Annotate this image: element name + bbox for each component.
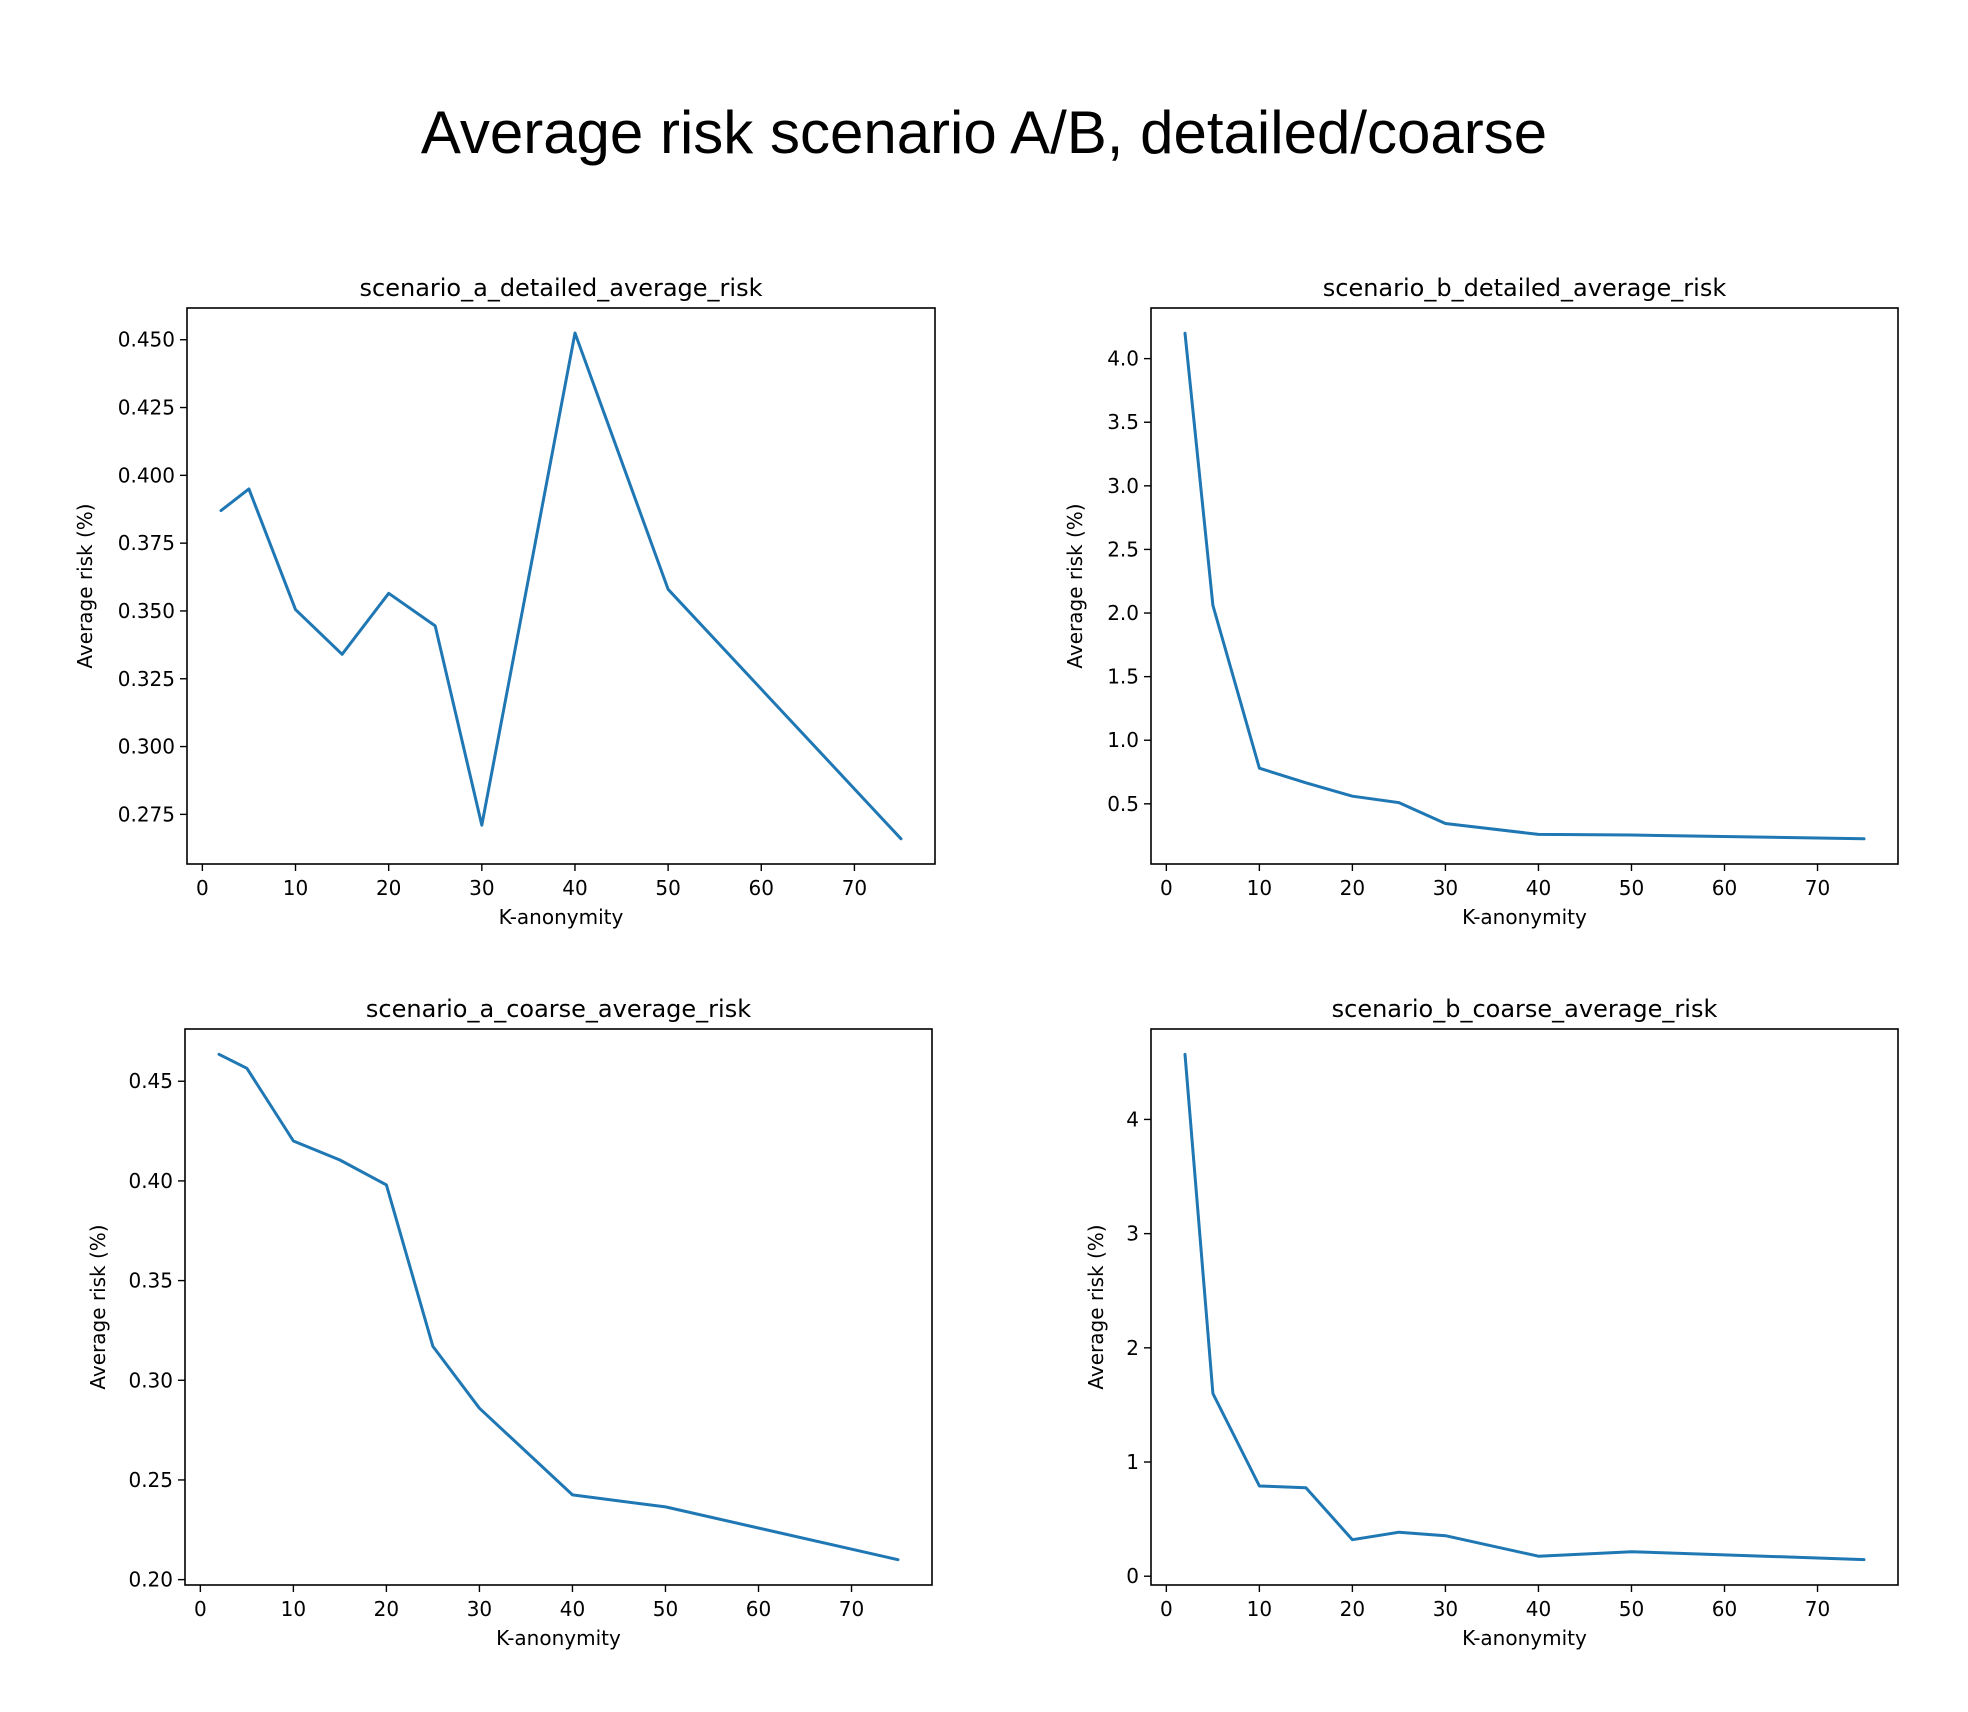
x-tick-label: 30 xyxy=(1433,876,1458,900)
y-tick-label: 4 xyxy=(1126,1107,1139,1131)
x-tick-label: 10 xyxy=(283,876,308,900)
y-tick-label: 0 xyxy=(1126,1564,1139,1588)
y-axis-label: Average risk (%) xyxy=(73,503,97,668)
x-tick-label: 50 xyxy=(1619,1597,1644,1621)
y-tick-label: 0.5 xyxy=(1107,792,1139,816)
x-tick-label: 30 xyxy=(1433,1597,1458,1621)
x-tick-label: 40 xyxy=(1526,1597,1551,1621)
y-axis-label: Average risk (%) xyxy=(1084,1224,1108,1389)
series-line xyxy=(217,1052,900,1562)
y-tick-label: 0.400 xyxy=(118,463,175,487)
x-tick-label: 0 xyxy=(196,876,209,900)
y-tick-label: 0.450 xyxy=(118,328,175,352)
x-tick-label: 50 xyxy=(1619,876,1644,900)
y-tick-label: 0.35 xyxy=(128,1269,173,1293)
y-tick-label: 0.375 xyxy=(118,531,175,555)
y-tick-label: 1.5 xyxy=(1107,665,1139,689)
x-tick-label: 20 xyxy=(374,1597,399,1621)
x-tick-label: 10 xyxy=(1247,876,1272,900)
y-tick-label: 1.0 xyxy=(1107,728,1139,752)
series-line xyxy=(219,331,903,841)
y-tick-label: 4.0 xyxy=(1107,347,1139,371)
y-tick-label: 0.350 xyxy=(118,599,175,623)
subplot-title: scenario_a_detailed_average_risk xyxy=(360,274,763,302)
x-axis-label: K-anonymity xyxy=(1462,1626,1587,1650)
y-tick-label: 0.325 xyxy=(118,667,175,691)
x-tick-label: 70 xyxy=(1805,1597,1830,1621)
y-tick-label: 0.425 xyxy=(118,396,175,420)
x-tick-label: 70 xyxy=(839,1597,864,1621)
y-tick-label: 3.5 xyxy=(1107,410,1139,434)
x-tick-label: 50 xyxy=(655,876,680,900)
subplot-title: scenario_b_detailed_average_risk xyxy=(1323,274,1727,302)
x-tick-label: 40 xyxy=(562,876,587,900)
y-tick-label: 2.0 xyxy=(1107,601,1139,625)
x-tick-label: 20 xyxy=(376,876,401,900)
series-line xyxy=(1183,1052,1866,1562)
subplot-2: scenario_b_detailed_average_risk 0 10 20 30 4… xyxy=(1063,274,1899,929)
subplot-title: scenario_b_coarse_average_risk xyxy=(1332,995,1718,1023)
x-tick-label: 0 xyxy=(1160,876,1173,900)
axes-frame xyxy=(186,307,936,865)
x-tick-label: 70 xyxy=(842,876,867,900)
x-tick-label: 60 xyxy=(746,1597,771,1621)
x-tick-label: 50 xyxy=(653,1597,678,1621)
y-tick-label: 3.0 xyxy=(1107,474,1139,498)
y-axis-label: Average risk (%) xyxy=(86,1224,110,1389)
x-tick-label: 40 xyxy=(560,1597,585,1621)
axes-frame xyxy=(184,1028,933,1586)
y-tick-label: 0.275 xyxy=(118,802,175,826)
x-tick-label: 0 xyxy=(194,1597,207,1621)
x-tick-label: 20 xyxy=(1340,876,1365,900)
y-tick-label: 0.300 xyxy=(118,735,175,759)
x-tick-label: 60 xyxy=(1712,1597,1737,1621)
axes-frame xyxy=(1150,1028,1899,1586)
subplot-title: scenario_a_coarse_average_risk xyxy=(366,995,751,1023)
y-tick-label: 0.20 xyxy=(128,1568,173,1592)
y-tick-label: 1 xyxy=(1126,1450,1139,1474)
x-axis-label: K-anonymity xyxy=(1462,905,1587,929)
x-tick-label: 10 xyxy=(281,1597,306,1621)
x-tick-label: 0 xyxy=(1160,1597,1173,1621)
y-tick-label: 0.25 xyxy=(128,1468,173,1492)
x-tick-label: 20 xyxy=(1340,1597,1365,1621)
series-line xyxy=(1183,331,1866,841)
axes-frame xyxy=(1150,307,1899,865)
y-tick-label: 2.5 xyxy=(1107,537,1139,561)
x-axis-label: K-anonymity xyxy=(499,905,624,929)
subplot-1: scenario_a_detailed_average_risk 0 10 20 30 4… xyxy=(73,274,936,929)
y-tick-label: 0.30 xyxy=(128,1368,173,1392)
y-axis-label: Average risk (%) xyxy=(1063,503,1087,668)
x-tick-label: 10 xyxy=(1247,1597,1272,1621)
y-tick-label: 3 xyxy=(1126,1222,1139,1246)
x-tick-label: 40 xyxy=(1526,876,1551,900)
x-tick-label: 30 xyxy=(469,876,494,900)
y-tick-label: 2 xyxy=(1126,1336,1139,1360)
figure-title: Average risk scenario A/B, detailed/coar… xyxy=(420,99,1548,166)
y-tick-label: 0.45 xyxy=(128,1069,173,1093)
x-tick-label: 60 xyxy=(749,876,774,900)
subplot-3: scenario_a_coarse_average_risk 0 10 20 30 40 5… xyxy=(86,995,933,1650)
x-tick-label: 30 xyxy=(467,1597,492,1621)
x-tick-label: 70 xyxy=(1805,876,1830,900)
x-axis-label: K-anonymity xyxy=(496,1626,621,1650)
y-tick-label: 0.40 xyxy=(128,1169,173,1193)
x-tick-label: 60 xyxy=(1712,876,1737,900)
